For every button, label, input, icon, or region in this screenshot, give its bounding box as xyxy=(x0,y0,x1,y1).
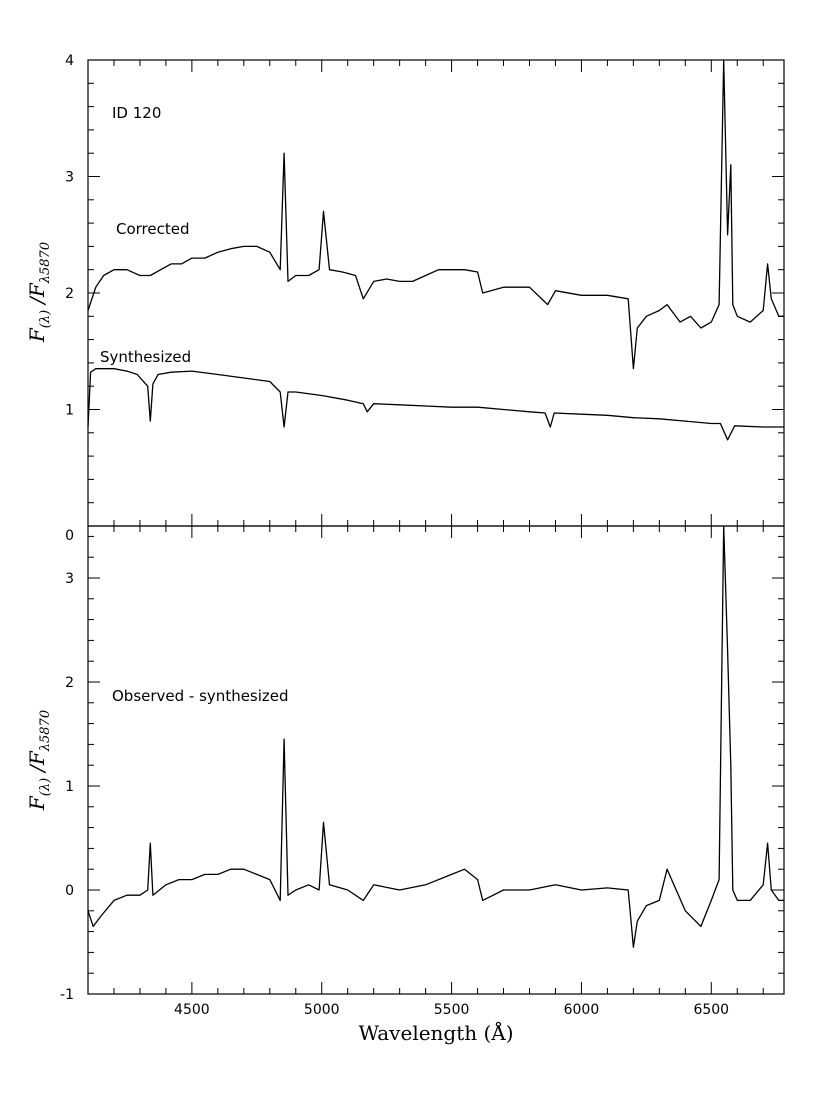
top-panel-frame xyxy=(87,59,785,527)
series-label-synthesized: Synthesized xyxy=(100,348,191,366)
top-ytick-label: 3 xyxy=(65,170,74,186)
series-label-observed-minus-synthesized: Observed - synthesized xyxy=(112,687,289,705)
top-panel-series xyxy=(87,59,784,441)
bottom-ytick-label: 3 xyxy=(65,571,74,587)
bottom-panel-ticks: 4500 5000 5500 6000 6500 -1 0 1 2 3 0 xyxy=(60,526,784,1018)
bottom-panel-frame xyxy=(87,525,785,995)
bottom-xtick-label: 5000 xyxy=(304,1002,340,1018)
bottom-ylabel-main: F xyxy=(25,795,49,811)
bottom-ytick-label: 2 xyxy=(65,675,74,691)
top-ylabel-num-sub: (λ) xyxy=(38,310,53,328)
series-label-corrected: Corrected xyxy=(116,220,190,238)
top-ytick-label: 4 xyxy=(65,53,74,69)
bottom-xtick-label: 6500 xyxy=(693,1002,729,1018)
top-panel-ticks: 1 2 3 4 xyxy=(65,53,784,527)
series-line-observed-synthesized xyxy=(87,525,784,948)
svg-text:F(λ)/Fλ5870: F(λ) /Fλ5870 xyxy=(25,710,53,811)
bottom-ytick-label: 1 xyxy=(65,779,74,795)
bottom-xtick-label: 6000 xyxy=(564,1002,600,1018)
top-panel: 1 2 3 4 ID 120 Corrected Synthesized F(λ) /F… xyxy=(25,53,785,527)
top-ylabel-den-sub: λ5870 xyxy=(38,242,53,284)
top-ylabel-main: F xyxy=(25,327,49,343)
svg-text:F(λ)/Fλ5870: F(λ) /Fλ5870 xyxy=(25,242,53,343)
series-line-synthesized xyxy=(87,368,784,441)
bottom-y-axis-label: F(λ) /Fλ5870 xyxy=(25,710,53,811)
bottom-ytick-label: -1 xyxy=(60,987,74,1003)
bottom-xtick-label: 5500 xyxy=(434,1002,470,1018)
bottom-ytick-label: 0 xyxy=(65,883,74,899)
top-ylabel-sep: /F xyxy=(25,282,49,306)
bottom-ylabel-den-sub: λ5870 xyxy=(38,710,53,752)
bottom-ylabel-sep: /F xyxy=(25,750,49,774)
bottom-xtick-label: 4500 xyxy=(174,1002,210,1018)
top-ytick-label: 1 xyxy=(65,403,74,419)
panel-annotation-id: ID 120 xyxy=(112,104,161,122)
series-line-corrected xyxy=(87,59,784,370)
x-axis-label: Wavelength (Å) xyxy=(358,1020,513,1045)
top-y-axis-label: F(λ) /Fλ5870 xyxy=(25,242,53,343)
bottom-panel-series xyxy=(87,525,784,948)
top-ytick-label: 2 xyxy=(65,286,74,302)
bottom-ytick-label-extra: 0 xyxy=(65,528,74,544)
bottom-ylabel-num-sub: (λ) xyxy=(38,778,53,796)
bottom-panel: 4500 5000 5500 6000 6500 -1 0 1 2 3 0 Observed - s… xyxy=(25,525,785,1045)
